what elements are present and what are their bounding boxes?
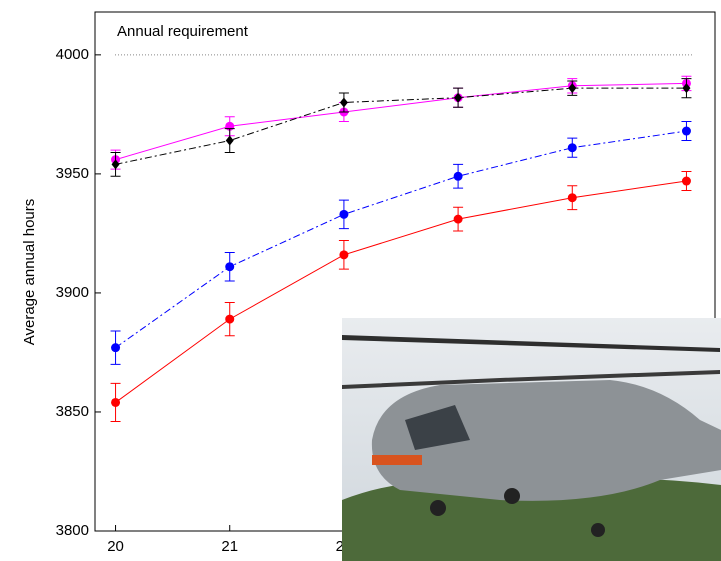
photo-stripe	[372, 455, 422, 465]
point	[682, 177, 691, 186]
point	[682, 127, 691, 136]
series-line	[116, 83, 687, 159]
y-tick-label: 3800	[56, 522, 89, 539]
reference-label: Annual requirement	[117, 23, 249, 40]
y-tick-label: 4000	[56, 46, 89, 63]
photo-wheel	[504, 488, 520, 504]
point	[226, 136, 234, 146]
point	[568, 193, 577, 202]
point	[340, 97, 348, 107]
y-axis-label: Average annual hours	[21, 199, 38, 346]
point	[454, 172, 463, 181]
photo-wheel	[430, 500, 446, 516]
point	[568, 143, 577, 152]
point	[111, 398, 120, 407]
chart: Average annual hours 3800 3850 3900 3950 400…	[0, 0, 721, 561]
point	[339, 210, 348, 219]
point	[454, 215, 463, 224]
point	[111, 343, 120, 352]
photo	[342, 318, 721, 561]
y-tick-label: 3850	[56, 403, 89, 420]
x-tick-label: 20	[107, 538, 124, 555]
series-line	[116, 131, 687, 348]
y-tick-label: 3950	[56, 165, 89, 182]
point	[225, 262, 234, 271]
series-line	[116, 88, 687, 164]
photo-wheel	[591, 523, 605, 537]
y-tick-label: 3900	[56, 284, 89, 301]
point	[339, 250, 348, 259]
point	[225, 315, 234, 324]
x-tick-label: 21	[221, 538, 238, 555]
